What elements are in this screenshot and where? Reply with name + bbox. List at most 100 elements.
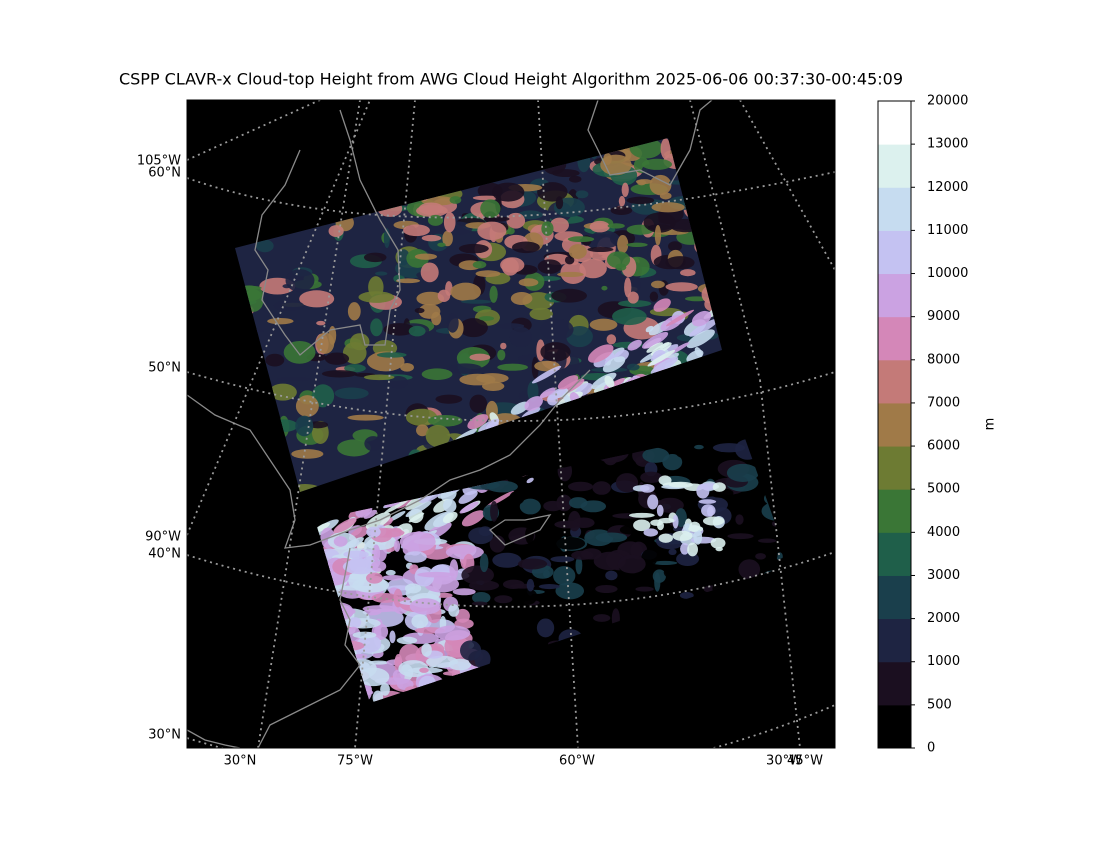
colorbar-tick-label: 3000 [927, 568, 960, 583]
cloud-patch [450, 282, 482, 302]
colorbar-tick-label: 13000 [927, 137, 968, 152]
cloud-patch [295, 415, 314, 437]
cloud-patch [399, 531, 436, 552]
cloud-patch [490, 501, 499, 522]
cloud-patch [633, 519, 651, 532]
cloud-patch [543, 500, 563, 512]
cloud-patch [595, 584, 618, 594]
cloud-patch [399, 643, 421, 665]
cloud-patch [349, 333, 370, 351]
cloud-patch [518, 278, 539, 287]
cloud-patch [265, 353, 285, 367]
colorbar-tick-label: 9000 [927, 309, 960, 324]
cloud-patch [459, 318, 488, 338]
cloud-patch [571, 550, 594, 560]
cloud-patch [380, 682, 390, 696]
lat-lon-label: 30°W [766, 754, 802, 769]
lat-lon-label: 105°W [137, 154, 181, 169]
cloud-patch [383, 323, 416, 336]
lat-lon-label: 50°N [148, 361, 181, 376]
cloud-patch [643, 528, 659, 537]
cloud-patch [491, 182, 525, 202]
cloud-patch [506, 212, 526, 229]
cloud-patch [568, 244, 587, 259]
cloud-patch [698, 499, 717, 504]
cloud-patch [758, 538, 777, 543]
colorbar-label: m [983, 418, 998, 431]
cloud-patch [267, 318, 294, 325]
cloud-patch [376, 352, 407, 358]
cloud-patch [679, 591, 694, 599]
cloud-patch [333, 518, 357, 534]
cloud-patch [276, 376, 312, 382]
cloud-patch [738, 542, 755, 559]
cloud-patch [316, 332, 335, 354]
cloud-patch [343, 550, 369, 559]
colorbar-tick-label: 4000 [927, 525, 960, 540]
cloud-patch [567, 236, 595, 243]
lat-lon-label: 90°W [145, 530, 181, 545]
cloud-patch [363, 374, 395, 381]
lat-lon-label: 30°N [148, 728, 181, 743]
cloud-patch [554, 520, 580, 529]
cloud-patch [398, 660, 429, 678]
cloud-patch [477, 221, 507, 241]
cloud-patch [642, 447, 670, 463]
cloud-patch [344, 364, 366, 373]
cloud-patch [427, 214, 444, 226]
cloud-patch [389, 630, 396, 644]
cloud-patch [641, 549, 658, 567]
cloud-patch [476, 373, 509, 384]
cloud-patch [593, 614, 611, 622]
cloud-patch [689, 318, 719, 337]
cloud-patch [448, 658, 472, 671]
cloud-patch [336, 585, 374, 591]
lat-lon-label: 30°N [224, 754, 257, 769]
cloud-patch [543, 569, 551, 579]
cloud-patch [411, 614, 429, 629]
colorbar-band [878, 144, 911, 188]
cloud-patch [651, 202, 685, 213]
cloud-patch [615, 473, 639, 493]
colorbar-band [878, 489, 911, 533]
cloud-patch [593, 352, 615, 368]
cloud-patch [420, 262, 439, 283]
colorbar-tick-label: 8000 [927, 352, 960, 367]
cloud-patch [568, 600, 596, 619]
cloud-patch [624, 277, 632, 298]
cloud-patch [658, 517, 675, 524]
cloud-patch [601, 285, 608, 291]
colorbar-tick-label: 0 [927, 741, 935, 756]
cloud-patch [606, 251, 631, 269]
cloud-patch [555, 582, 585, 600]
cloud-patch [409, 598, 442, 615]
cloud-patch [434, 625, 471, 641]
cloud-patch [595, 532, 628, 543]
cloud-patch [255, 239, 274, 253]
cloud-patch [347, 414, 384, 421]
cloud-patch [604, 375, 615, 389]
cloud-patch [371, 560, 387, 572]
colorbar-band [878, 704, 911, 749]
colorbar-tick-label: 500 [927, 697, 952, 712]
cloud-patch [352, 631, 377, 639]
cloud-patch [540, 318, 574, 341]
cloud-patch [538, 583, 560, 590]
map-frame [186, 99, 836, 749]
cloud-patch [650, 356, 679, 375]
colorbar-band [878, 359, 911, 404]
cloud-patch [593, 551, 626, 571]
cloud-patch [414, 253, 437, 260]
cloud-patch [652, 569, 666, 583]
cloud-patch [680, 269, 696, 277]
cloud-patch [467, 414, 489, 430]
cloud-patch [372, 544, 381, 562]
coastlines [187, 100, 713, 748]
cloud-patch [419, 667, 429, 673]
cloud-patch [396, 636, 418, 645]
cloud-patch [324, 352, 350, 365]
cloud-patch [668, 241, 682, 252]
cloud-patch [569, 175, 582, 183]
cloud-patch [321, 370, 358, 378]
cloud-patch [612, 307, 647, 326]
